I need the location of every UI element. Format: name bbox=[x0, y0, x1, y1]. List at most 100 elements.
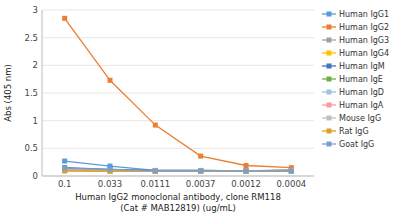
point bbox=[62, 166, 67, 171]
legend-label: Human IgA bbox=[339, 101, 384, 110]
point bbox=[289, 169, 294, 174]
point bbox=[153, 169, 158, 174]
legend-marker bbox=[327, 64, 332, 69]
chart-container: 0 0.5 1 1.5 2 2.5 3 0.1 0.033 0.0111 0.0037 0.0012 0… bbox=[0, 0, 400, 222]
y-axis bbox=[42, 10, 43, 176]
legend-marker bbox=[327, 12, 332, 17]
point bbox=[198, 169, 203, 174]
y-axis-label: Abs (405 nm) bbox=[3, 64, 13, 122]
x-axis-label: Human IgG2 monoclonal antibody, clone RM… bbox=[75, 192, 281, 213]
point bbox=[289, 169, 294, 174]
point bbox=[289, 168, 294, 173]
point bbox=[244, 169, 249, 174]
legend-label: Human IgD bbox=[339, 88, 384, 97]
point bbox=[244, 169, 249, 174]
point bbox=[153, 169, 158, 174]
x-tick-label: 0.033 bbox=[98, 179, 122, 189]
point bbox=[198, 169, 203, 174]
x-tick-label: 0.0012 bbox=[231, 179, 261, 189]
point bbox=[289, 169, 294, 174]
point bbox=[198, 169, 203, 174]
point bbox=[289, 168, 294, 173]
point bbox=[108, 167, 113, 172]
point bbox=[108, 167, 113, 172]
point bbox=[244, 169, 249, 174]
grid-line bbox=[42, 93, 314, 94]
chart: 0 0.5 1 1.5 2 2.5 3 0.1 0.033 0.0111 0.0037 0.0012 0… bbox=[0, 0, 400, 222]
point bbox=[244, 169, 249, 174]
series-line bbox=[65, 168, 292, 171]
point bbox=[244, 169, 249, 174]
y-tick-label: 0 bbox=[33, 171, 38, 181]
point bbox=[289, 168, 294, 173]
point bbox=[198, 168, 203, 173]
point bbox=[244, 163, 249, 168]
point bbox=[244, 169, 249, 174]
legend-label: Human IgG3 bbox=[339, 36, 389, 45]
point bbox=[289, 168, 294, 173]
x-tick-label: 0.0004 bbox=[276, 179, 306, 189]
legend-marker bbox=[327, 25, 332, 30]
legend-marker bbox=[327, 103, 332, 108]
y-tick-label: 0.5 bbox=[24, 143, 38, 153]
legend-label: Goat IgG bbox=[339, 140, 374, 149]
legend-label: Human IgG2 bbox=[339, 23, 389, 32]
grid-line bbox=[42, 10, 314, 11]
point bbox=[62, 159, 67, 164]
point bbox=[153, 169, 158, 174]
x-tick-label: 0.1 bbox=[58, 179, 72, 189]
point bbox=[244, 169, 249, 174]
point bbox=[289, 168, 294, 173]
point bbox=[153, 169, 158, 174]
point bbox=[198, 168, 203, 173]
y-tick-label: 3 bbox=[33, 5, 38, 15]
point bbox=[198, 169, 203, 174]
legend-label: Human IgE bbox=[339, 75, 383, 84]
legend-label: Human IgM bbox=[339, 62, 385, 71]
x-tick-label: 0.0111 bbox=[140, 179, 170, 189]
legend-marker bbox=[327, 129, 332, 134]
point bbox=[108, 78, 113, 83]
point bbox=[153, 169, 158, 174]
point bbox=[153, 169, 158, 174]
y-tick-label: 2.5 bbox=[24, 33, 38, 43]
grid-line bbox=[42, 65, 314, 66]
point bbox=[153, 123, 158, 128]
y-tick-label: 1.5 bbox=[24, 88, 38, 98]
x-axis bbox=[42, 176, 314, 177]
point bbox=[198, 154, 203, 159]
plot-area bbox=[62, 16, 294, 174]
legend-marker bbox=[327, 38, 332, 43]
grid-line bbox=[42, 176, 314, 177]
point bbox=[198, 169, 203, 174]
point bbox=[289, 168, 294, 173]
series-line bbox=[65, 168, 292, 171]
legend-marker bbox=[327, 142, 332, 147]
x-tick-label: 0.0037 bbox=[186, 179, 216, 189]
point bbox=[153, 169, 158, 174]
legend-label: Human IgG4 bbox=[339, 49, 389, 58]
point bbox=[62, 165, 67, 170]
point bbox=[62, 166, 67, 171]
legend-marker bbox=[327, 116, 332, 121]
y-tick-label: 1 bbox=[33, 116, 38, 126]
x-axis-label-line: (Cat # MAB12819) (ug/mL) bbox=[120, 203, 236, 213]
point bbox=[198, 169, 203, 174]
legend-marker bbox=[327, 51, 332, 56]
point bbox=[198, 169, 203, 174]
point bbox=[198, 169, 203, 174]
grid-line bbox=[42, 120, 314, 121]
legend-marker bbox=[327, 77, 332, 82]
y-tick-label: 2 bbox=[33, 60, 38, 70]
x-axis-label-line: Human IgG2 monoclonal antibody, clone RM… bbox=[75, 192, 281, 202]
legend: Human IgG1Human IgG2Human IgG3Human IgG4… bbox=[322, 10, 389, 149]
legend-label: Mouse IgG bbox=[339, 114, 381, 123]
point bbox=[153, 168, 158, 173]
point bbox=[153, 168, 158, 173]
point bbox=[244, 169, 249, 174]
point bbox=[244, 169, 249, 174]
point bbox=[108, 167, 113, 172]
point bbox=[62, 16, 67, 21]
series-line bbox=[65, 18, 292, 167]
point bbox=[153, 169, 158, 174]
